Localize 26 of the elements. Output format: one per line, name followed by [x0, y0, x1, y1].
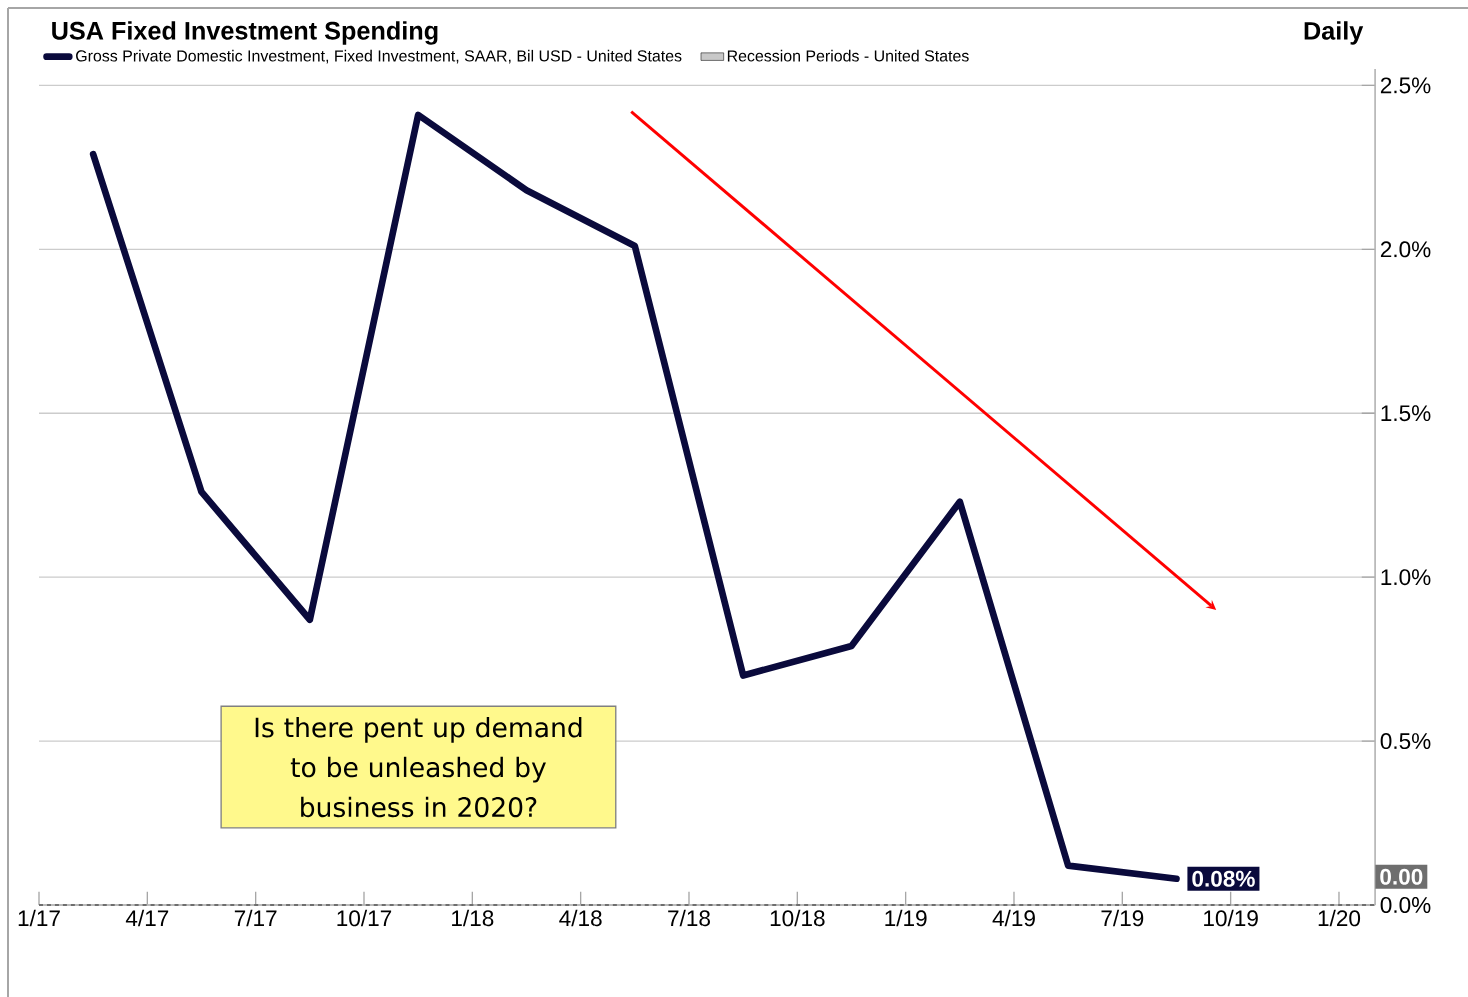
- x-tick-label: 1/18: [452, 909, 494, 927]
- x-tick-label: 4/18: [559, 909, 602, 927]
- x-tick-label: 10/18: [770, 909, 825, 927]
- x-tick-label: 4/19: [992, 909, 1035, 927]
- x-tick-label: 4/17: [125, 909, 169, 927]
- y-tick-label: 2.0%: [1380, 241, 1431, 258]
- x-tick-label: 7/17: [234, 909, 277, 927]
- y-tick-label: 1.5%: [1381, 405, 1431, 422]
- chart-subtitle: Daily: [1304, 21, 1364, 45]
- legend-label: Recession Periods - United States: [727, 49, 969, 62]
- x-tick-label: 10/19: [1204, 909, 1258, 927]
- y-tick-label: 2.5%: [1380, 77, 1431, 94]
- x-tick-label: 1/17: [18, 909, 60, 927]
- data-label: 0.08%: [1192, 870, 1255, 887]
- chart-title: USA Fixed Investment Spending: [52, 21, 438, 45]
- ref-line-label: 0.00: [1380, 868, 1423, 885]
- y-tick-label: 0.0%: [1380, 897, 1431, 913]
- x-tick-label: 1/20: [1318, 909, 1361, 927]
- x-tick-label: 1/19: [885, 909, 927, 927]
- annotation: Is there pent up demand to be unleashed by business in 2020?: [255, 716, 582, 818]
- x-tick-label: 10/17: [337, 909, 392, 927]
- y-tick-label: 1.0%: [1381, 569, 1431, 586]
- x-tick-label: 7/18: [668, 909, 710, 927]
- legend-label: Gross Private Domestic Investment, Fixed Investment, SAAR, Bil USD - United States: [76, 49, 682, 64]
- y-tick-label: 0.5%: [1380, 733, 1431, 750]
- x-tick-label: 7/19: [1101, 909, 1144, 927]
